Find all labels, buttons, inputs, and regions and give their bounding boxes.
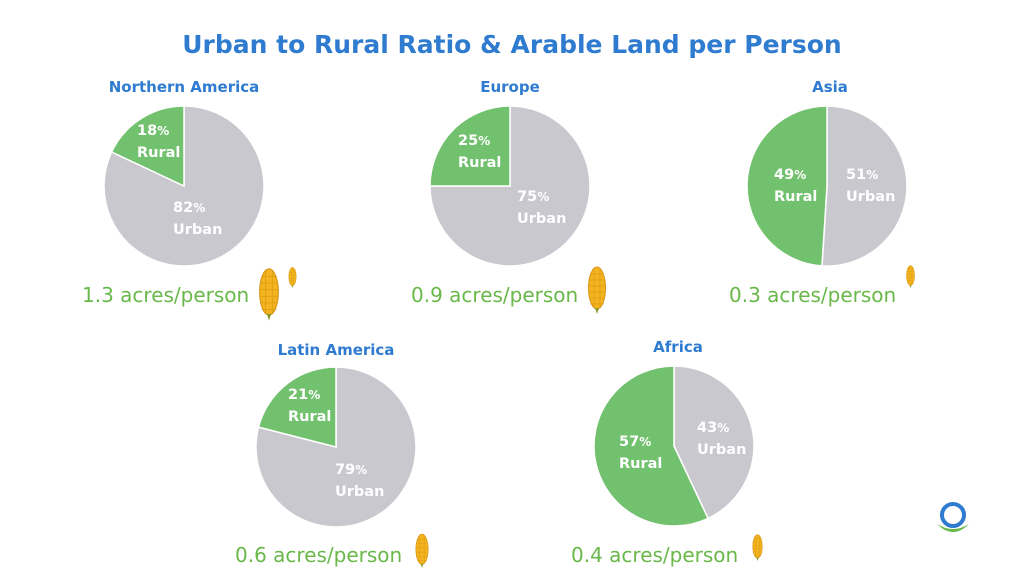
chart-title-europe: Europe: [480, 78, 540, 96]
slice-label-rural: 57% Rural: [619, 434, 663, 472]
acres-per-person-europe: 0.9 acres/person: [411, 283, 579, 307]
slice-label-rural: 18% Rural: [137, 123, 181, 161]
page-title: Urban to Rural Ratio & Arable Land per P…: [182, 30, 842, 59]
large-corn-icon: [259, 268, 279, 321]
slice-label-urban: 82% Urban: [173, 200, 223, 238]
pie-slice-rural: [110, 105, 185, 188]
chart-title-northern-america: Northern America: [108, 78, 260, 96]
slice-label-rural: 49% Rural: [774, 167, 818, 205]
pie-chart-africa: [593, 365, 755, 527]
chart-title-latin-america: Latin America: [277, 341, 395, 359]
pie-slice-urban: [821, 105, 908, 267]
slice-label-rural: 21% Rural: [288, 387, 332, 425]
pie-slice-rural: [429, 105, 511, 187]
acres-per-person-latin-america: 0.6 acres/person: [235, 543, 403, 567]
small-corn-icon: [288, 267, 297, 288]
medium-corn-icon: [752, 534, 763, 561]
circle-swoosh-logo-icon: [937, 502, 969, 532]
pie-slice-urban: [673, 365, 755, 520]
acres-per-person-africa: 0.4 acres/person: [571, 543, 739, 567]
slice-label-urban: 51% Urban: [846, 167, 896, 205]
small-corn-icon: [906, 265, 915, 288]
slice-label-urban: 43% Urban: [697, 420, 747, 458]
acres-per-person-asia: 0.3 acres/person: [729, 283, 897, 307]
chart-title-asia: Asia: [812, 78, 848, 96]
pie-slice-rural: [593, 365, 710, 527]
large-corn-icon: [415, 533, 429, 568]
slice-label-urban: 79% Urban: [335, 462, 385, 500]
large-corn-icon: [588, 266, 606, 314]
slice-label-rural: 25% Rural: [458, 133, 502, 171]
slice-label-urban: 75% Urban: [517, 189, 567, 227]
pie-chart-latin-america: [255, 366, 417, 528]
pie-chart-asia: [746, 105, 908, 267]
acres-per-person-northern-america: 1.3 acres/person: [82, 283, 250, 307]
pie-slice-rural: [746, 105, 828, 267]
chart-title-africa: Africa: [653, 338, 703, 356]
pie-chart-northern-america: [103, 105, 265, 267]
pie-slice-rural: [257, 366, 337, 448]
pie-chart-europe: [429, 105, 591, 267]
